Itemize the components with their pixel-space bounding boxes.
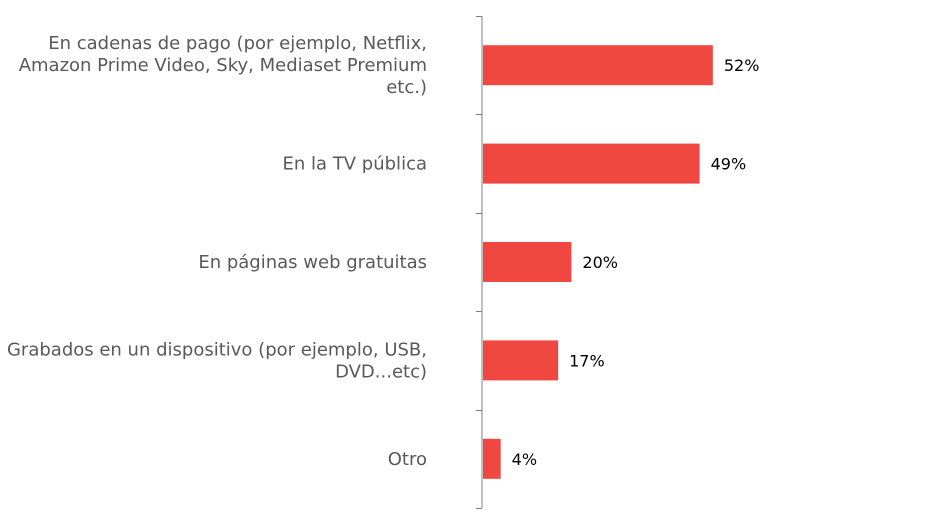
category-label-line: En páginas web gratuitas [198,252,427,273]
value-label: 4% [512,450,537,469]
value-labels: 52% 49% 20% 17% 4% [512,56,760,469]
category-labels: En cadenas de pago (por ejemplo, Netflix… [7,33,427,470]
bar [483,143,700,184]
category-label-line: Amazon Prime Video, Sky, Mediaset Premiu… [19,55,427,76]
value-label: 49% [711,155,747,174]
category-axis [476,16,483,509]
value-label: 17% [569,351,605,370]
category-label-line: Otro [388,449,427,470]
category-label-line: Grabados en un dispositivo (por ejemplo,… [7,339,427,360]
category-label-line: DVD...etc) [335,361,427,382]
value-label: 20% [582,253,618,272]
bar [483,438,501,479]
category-label: En cadenas de pago (por ejemplo, Netflix… [19,33,427,98]
category-label: Grabados en un dispositivo (por ejemplo,… [7,339,427,382]
bar [483,45,713,86]
bar [483,242,572,282]
category-label-line: En la TV pública [283,154,427,175]
bars [483,45,713,479]
category-label: Otro [388,449,427,470]
category-label-line: En cadenas de pago (por ejemplo, Netflix… [48,33,427,54]
category-label: En la TV pública [283,154,427,175]
value-label: 52% [724,56,760,75]
bar [483,340,559,381]
category-label-line: etc.) [386,77,427,98]
category-label: En páginas web gratuitas [198,252,427,273]
